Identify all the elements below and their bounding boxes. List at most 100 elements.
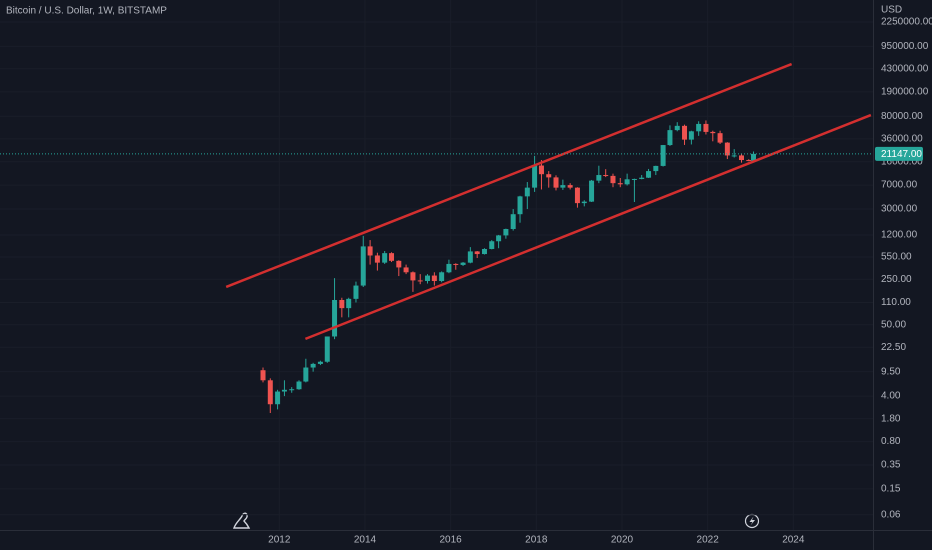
candle-body	[439, 272, 445, 282]
y-tick-label: 3000.00	[881, 204, 918, 215]
y-tick-label: 190000.00	[881, 86, 929, 97]
candle-body	[660, 145, 666, 166]
x-tick-label: 2024	[782, 535, 805, 546]
y-tick-label: 250.00	[881, 274, 912, 285]
candle-body	[425, 275, 431, 282]
x-tick-label: 2012	[268, 535, 291, 546]
candle-body	[696, 123, 702, 132]
candle-body	[667, 130, 673, 146]
candle-body	[653, 165, 659, 172]
y-tick-label: 1.80	[881, 413, 901, 424]
candle-body	[538, 165, 544, 175]
candle-body	[589, 180, 595, 202]
candle-body	[417, 280, 423, 282]
candle-body	[303, 367, 309, 382]
candle-body	[624, 179, 630, 185]
candle-body	[317, 361, 323, 364]
candle-body	[617, 183, 623, 185]
last-price-badge	[875, 146, 923, 161]
candle-body	[567, 185, 573, 188]
candle-body	[532, 165, 538, 188]
candle-body	[260, 370, 266, 381]
y-tick-label: 7000.00	[881, 180, 918, 191]
candle-body	[353, 285, 359, 299]
candle-body	[324, 336, 330, 362]
candle-body	[710, 131, 716, 134]
candle-body	[489, 241, 495, 249]
y-tick-label: 50.00	[881, 319, 906, 330]
y-tick-label: 22.50	[881, 342, 906, 353]
icon-bolt	[749, 516, 755, 526]
candle-body	[296, 381, 302, 390]
candle-body	[396, 260, 402, 268]
candle-body	[367, 246, 373, 256]
y-tick-label: 430000.00	[881, 63, 929, 74]
candle-body	[496, 235, 502, 242]
candle-body	[467, 251, 473, 263]
y-tick-label: 0.06	[881, 509, 901, 520]
y-tick-label: 0.80	[881, 436, 901, 447]
candle-body	[574, 187, 580, 204]
candle-body	[717, 133, 723, 143]
candle-body	[610, 175, 616, 184]
candle-body	[731, 155, 737, 157]
candle-body	[674, 125, 680, 131]
candle-body	[410, 272, 416, 281]
candle-body	[517, 196, 523, 215]
y-tick-label: 36000.00	[881, 133, 923, 144]
x-tick-label: 2022	[697, 535, 720, 546]
candle-body	[503, 229, 509, 236]
candle-body	[703, 123, 709, 132]
candle-body	[724, 142, 730, 156]
x-tick-label: 2018	[525, 535, 548, 546]
chart-title: Bitcoin / U.S. Dollar, 1W, BITSTAMP	[6, 6, 167, 17]
y-tick-label: 16000.00	[881, 156, 923, 167]
candle-body	[346, 298, 352, 309]
candle-body	[524, 187, 530, 197]
y-tick-label: 0.35	[881, 460, 901, 471]
y-tick-label: 9.50	[881, 366, 901, 377]
y-tick-label: 0.15	[881, 484, 901, 495]
candle-body	[446, 263, 452, 273]
candle-body	[360, 246, 366, 286]
y-tick-label: 110.00	[881, 297, 911, 308]
last-price-label: 21147.00	[881, 149, 922, 160]
trend-line	[225, 62, 793, 289]
x-tick-label: 2014	[354, 535, 377, 546]
candle-body	[275, 391, 281, 405]
candle-body	[639, 177, 645, 179]
candle-body	[750, 153, 756, 161]
candle-body	[560, 185, 566, 188]
candle-body	[510, 214, 516, 230]
candle-body	[546, 174, 552, 178]
candle-body	[481, 248, 487, 255]
price-unit: USD	[881, 5, 902, 16]
candle-body	[339, 299, 345, 309]
candle-body	[281, 389, 287, 392]
candle-body	[646, 171, 652, 178]
candle-body	[688, 131, 694, 140]
y-tick-label: 80000.00	[881, 111, 923, 122]
candle-body	[310, 363, 316, 368]
candle-body	[682, 125, 688, 140]
y-tick-label: 550.00	[881, 252, 912, 263]
candle-body	[403, 267, 409, 273]
candle-body	[581, 201, 587, 204]
candle-body	[389, 253, 395, 261]
candle-body	[431, 275, 437, 282]
candle-body	[553, 177, 559, 188]
candle-body	[746, 160, 752, 162]
candle-body	[374, 255, 380, 263]
trend-line	[304, 113, 872, 341]
y-tick-label: 1200.00	[881, 230, 918, 241]
candle-body	[460, 262, 466, 265]
y-tick-label: 2250000.00	[881, 17, 932, 28]
candle-body	[596, 175, 602, 181]
candle-body	[453, 263, 459, 265]
candle-body	[603, 175, 609, 177]
candle-body	[738, 155, 744, 161]
candle-body	[631, 178, 637, 180]
candle-body	[267, 380, 273, 405]
